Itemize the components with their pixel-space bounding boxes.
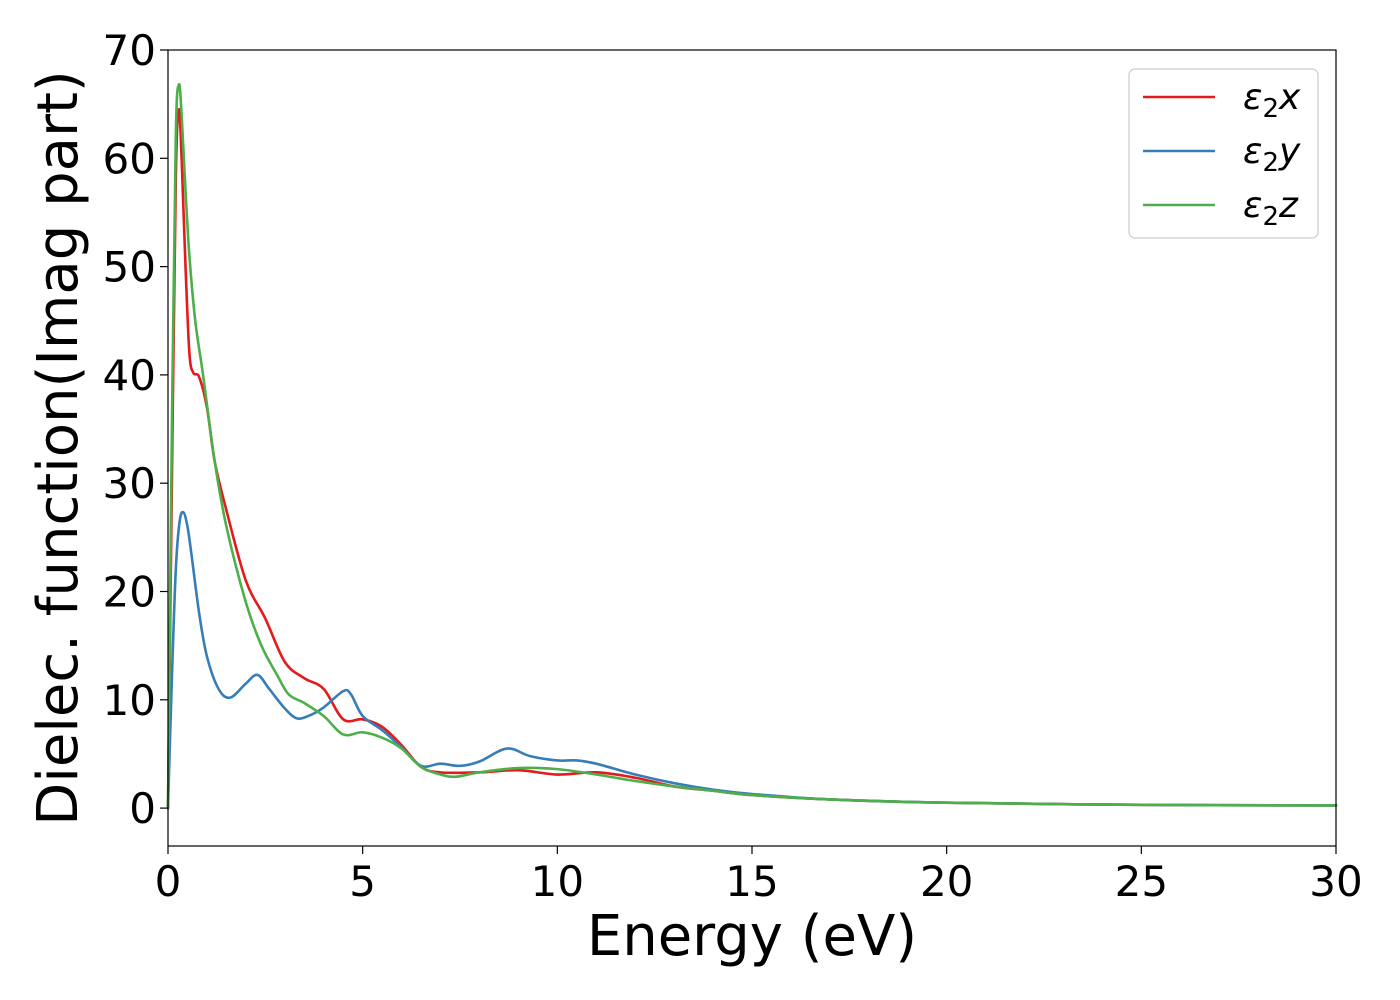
legend-label: ε2z bbox=[1243, 185, 1299, 232]
legend-label-variable: z bbox=[1278, 185, 1299, 226]
legend-label-subscript: 2 bbox=[1262, 148, 1279, 178]
x-tick-label: 10 bbox=[531, 857, 584, 906]
x-tick-label: 15 bbox=[725, 857, 778, 906]
y-tick-label: 70 bbox=[103, 26, 156, 75]
legend-label-subscript: 2 bbox=[1262, 94, 1279, 124]
legend-label-subscript: 2 bbox=[1262, 202, 1279, 232]
series-line-z bbox=[166, 82, 1338, 810]
y-tick-label: 10 bbox=[103, 676, 156, 725]
y-tick-label: 60 bbox=[103, 134, 156, 183]
x-tick-label: 5 bbox=[349, 857, 376, 906]
legend-item-x: ε2x bbox=[1143, 77, 1301, 124]
legend-label-variable: x bbox=[1278, 77, 1301, 118]
y-tick-label: 20 bbox=[103, 567, 156, 616]
legend-label-variable: y bbox=[1278, 131, 1301, 172]
x-tick-label: 20 bbox=[920, 857, 973, 906]
legend-item-z: ε2z bbox=[1143, 185, 1299, 232]
legend-item-y: ε2y bbox=[1143, 131, 1301, 178]
y-tick-label: 50 bbox=[103, 243, 156, 292]
series-line-y bbox=[166, 510, 1338, 810]
y-axis-label: Dielec. function(Imag part) bbox=[26, 70, 91, 826]
y-tick-label: 30 bbox=[103, 459, 156, 508]
y-tick-label: 40 bbox=[103, 351, 156, 400]
x-tick-label: 0 bbox=[155, 857, 182, 906]
legend-label-main: ε bbox=[1243, 77, 1262, 118]
y-tick-label: 0 bbox=[129, 784, 156, 833]
legend-label-main: ε bbox=[1243, 185, 1262, 226]
x-axis-label: Energy (eV) bbox=[587, 904, 917, 969]
legend-label-main: ε bbox=[1243, 131, 1262, 172]
legend-label: ε2x bbox=[1243, 77, 1301, 124]
x-tick-label: 25 bbox=[1115, 857, 1168, 906]
x-axis-ticks: 0 5 10 15 20 25 30 bbox=[155, 846, 1363, 906]
x-tick-label: 30 bbox=[1309, 857, 1362, 906]
series-layer bbox=[166, 82, 1338, 810]
legend-box bbox=[1128, 68, 1319, 239]
y-axis-ticks: 0 10 20 30 40 50 60 70 bbox=[103, 26, 168, 833]
legend-label: ε2y bbox=[1243, 131, 1301, 178]
